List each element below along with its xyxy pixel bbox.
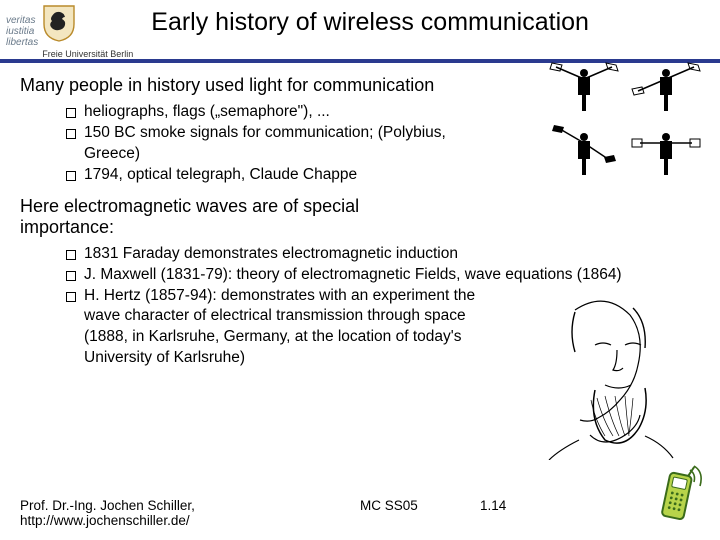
semaphore-figure-icon [630,125,702,183]
slide-title: Early history of wireless communication [151,8,589,37]
footer-author: Prof. Dr.-Ing. Jochen Schiller, http://w… [20,498,360,528]
shield-block: Freie Universität Berlin [42,4,133,59]
footer-course: MC SS05 [360,498,480,528]
footer-page: 1.14 [480,498,560,528]
semaphore-figure-icon [548,125,620,183]
university-name: Freie Universität Berlin [42,49,133,59]
section-lead: Here electromagnetic waves are of specia… [20,196,360,238]
bullet-item: J. Maxwell (1831-79): theory of electrom… [66,265,626,286]
motto-line: veritas [6,15,38,26]
motto-line: iustitia [6,26,38,37]
semaphore-figure-icon [630,61,702,119]
bullet-item: heliographs, flags („semaphore"), ... [66,102,446,123]
bullet-list: heliographs, flags („semaphore"), ... 15… [66,102,446,186]
motto-line: libertas [6,37,38,48]
semaphore-figure-icon [548,61,620,119]
university-logo: veritas iustitia libertas Freie Universi… [6,4,133,59]
bullet-item: 1794, optical telegraph, Claude Chappe [66,165,446,186]
motto: veritas iustitia libertas [6,15,38,48]
slide-header: veritas iustitia libertas Freie Universi… [0,0,720,63]
hertz-portrait-icon [535,290,680,460]
bullet-item: H. Hertz (1857-94): demonstrates with an… [66,286,496,370]
shield-icon [42,4,76,42]
semaphore-figures [548,61,702,183]
slide-footer: Prof. Dr.-Ing. Jochen Schiller, http://w… [20,498,700,528]
bullet-item: 150 BC smoke signals for communication; … [66,123,446,165]
bullet-item: 1831 Faraday demonstrates electromagneti… [66,244,700,265]
